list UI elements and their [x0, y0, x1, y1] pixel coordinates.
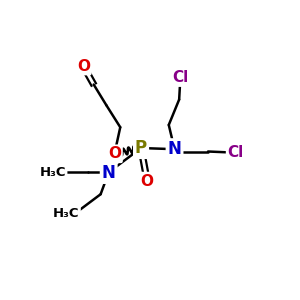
Text: Cl: Cl — [228, 145, 244, 160]
Text: P: P — [135, 139, 147, 157]
Text: Cl: Cl — [228, 145, 244, 160]
Text: H₃C: H₃C — [53, 207, 79, 220]
Text: O: O — [140, 174, 153, 189]
Text: N: N — [102, 164, 116, 182]
Text: H₃C: H₃C — [39, 166, 66, 179]
Text: O: O — [108, 146, 121, 161]
Text: H₃C: H₃C — [39, 166, 66, 179]
Text: H₃C: H₃C — [53, 207, 79, 220]
Text: N: N — [102, 164, 116, 182]
Text: Cl: Cl — [172, 70, 188, 85]
Text: O: O — [108, 146, 121, 161]
Text: O: O — [140, 174, 153, 189]
Text: N: N — [168, 140, 182, 158]
Text: N: N — [168, 140, 182, 158]
Text: Cl: Cl — [172, 70, 188, 85]
Text: P: P — [135, 139, 147, 157]
Text: O: O — [77, 58, 90, 74]
Text: O: O — [77, 58, 90, 74]
